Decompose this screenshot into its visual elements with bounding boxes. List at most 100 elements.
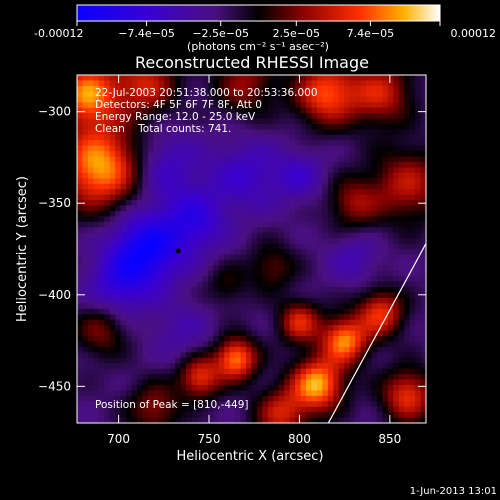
heatmap-cell <box>251 325 258 332</box>
heatmap-cell <box>306 80 313 87</box>
heatmap-cell <box>371 265 378 272</box>
heatmap-cell <box>164 270 171 277</box>
heatmap-cell <box>98 145 105 152</box>
heatmap-cell <box>251 417 258 423</box>
heatmap-cell <box>387 162 394 169</box>
heatmap-cell <box>93 178 100 185</box>
heatmap-cell <box>256 379 263 386</box>
heatmap-cell <box>218 113 225 120</box>
heatmap-cell <box>202 384 209 391</box>
heatmap-cell <box>300 172 307 179</box>
heatmap-cell <box>262 303 269 310</box>
heatmap-cell <box>300 200 307 207</box>
heatmap-cell <box>393 183 400 190</box>
heatmap-cell <box>93 363 100 370</box>
heatmap-cell <box>191 107 198 114</box>
heatmap-cell <box>355 91 362 98</box>
heatmap-cell <box>300 118 307 125</box>
heatmap-cell <box>142 374 149 381</box>
heatmap-cell <box>153 374 160 381</box>
heatmap-cell <box>77 379 84 386</box>
heatmap-cell <box>246 314 253 321</box>
heatmap-cell <box>306 96 313 103</box>
heatmap-cell <box>126 156 133 163</box>
heatmap-cell <box>120 281 127 288</box>
heatmap-cell <box>409 417 416 423</box>
heatmap-cell <box>404 210 411 217</box>
heatmap-cell <box>360 249 367 256</box>
heatmap-cell <box>311 107 318 114</box>
heatmap-cell <box>278 194 285 201</box>
heatmap-cell <box>289 172 296 179</box>
heatmap-cell <box>306 85 313 92</box>
heatmap-cell <box>338 167 345 174</box>
heatmap-cell <box>338 276 345 283</box>
heatmap-cell <box>240 363 247 370</box>
heatmap-cell <box>262 281 269 288</box>
heatmap-cell <box>186 156 193 163</box>
heatmap-cell <box>126 417 133 423</box>
heatmap-cell <box>142 384 149 391</box>
heatmap-cell <box>376 221 383 228</box>
heatmap-cell <box>404 384 411 391</box>
heatmap-cell <box>355 107 362 114</box>
heatmap-cell <box>202 80 209 87</box>
heatmap-cell <box>77 172 84 179</box>
heatmap-cell <box>104 210 111 217</box>
heatmap-cell <box>196 80 204 87</box>
heatmap-cell <box>273 374 280 381</box>
heatmap-cell <box>311 113 318 120</box>
heatmap-cell <box>333 363 340 370</box>
heatmap-cell <box>246 75 253 82</box>
heatmap-cell <box>98 91 105 98</box>
heatmap-cell <box>349 102 356 109</box>
heatmap-cell <box>180 281 187 288</box>
heatmap-cell <box>196 172 204 179</box>
heatmap-cell <box>191 281 198 288</box>
heatmap-cell <box>393 384 400 391</box>
heatmap-cell <box>87 123 94 130</box>
heatmap-cell <box>338 91 345 98</box>
heatmap-cell <box>202 357 209 364</box>
heatmap-cell <box>240 243 247 250</box>
heatmap-cell <box>256 118 263 125</box>
heatmap-cell <box>115 156 122 163</box>
heatmap-cell <box>349 96 356 103</box>
heatmap-cell <box>218 368 225 375</box>
heatmap-cell <box>224 341 231 348</box>
heatmap-cell <box>213 102 220 109</box>
heatmap-cell <box>360 232 367 239</box>
heatmap-cell <box>376 281 383 288</box>
heatmap-cell <box>404 281 411 288</box>
heatmap-cell <box>415 107 422 114</box>
heatmap-cell <box>289 276 296 283</box>
heatmap-cell <box>202 178 209 185</box>
heatmap-cell <box>115 151 122 158</box>
heatmap-cell <box>196 221 204 228</box>
heatmap-cell <box>93 194 100 201</box>
heatmap-cell <box>420 363 426 370</box>
heatmap-cell <box>322 374 329 381</box>
heatmap-cell <box>316 254 323 261</box>
heatmap-cell <box>93 249 100 256</box>
heatmap-cell <box>300 254 307 261</box>
heatmap-cell <box>251 216 258 223</box>
heatmap-cell <box>142 194 149 201</box>
heatmap-cell <box>180 303 187 310</box>
heatmap-cell <box>224 276 231 283</box>
heatmap-cell <box>186 178 193 185</box>
heatmap-cell <box>344 265 351 272</box>
heatmap-cell <box>186 194 193 201</box>
heatmap-cell <box>158 123 165 130</box>
heatmap-cell <box>169 390 176 397</box>
heatmap-cell <box>409 205 416 212</box>
heatmap-cell <box>420 145 426 152</box>
heatmap-cell <box>235 401 242 408</box>
heatmap-cell <box>180 96 187 103</box>
heatmap-cell <box>180 113 187 120</box>
heatmap-cell <box>349 363 356 370</box>
heatmap-cell <box>311 145 318 152</box>
heatmap-cell <box>409 297 416 304</box>
heatmap-cell <box>251 243 258 250</box>
heatmap-cell <box>376 227 383 234</box>
